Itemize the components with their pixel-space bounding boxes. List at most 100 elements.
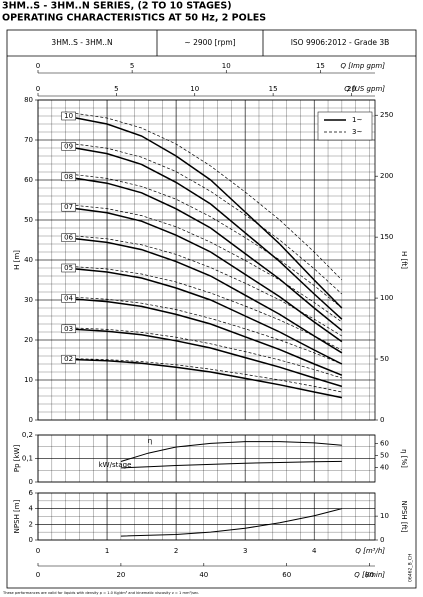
- legend-label: 1~: [352, 116, 362, 124]
- curve-3ph: [65, 173, 343, 309]
- stage-label: 07: [64, 203, 73, 211]
- x-tick-label: 5: [130, 62, 134, 70]
- x-tick-label: 0: [36, 85, 40, 93]
- y-axis-label: Pp [kW]: [13, 445, 21, 473]
- info: ~ 2900 [rpm]: [184, 38, 235, 47]
- x-tick-label: 15: [269, 85, 278, 93]
- curve: [120, 441, 342, 462]
- curve-3ph: [65, 265, 343, 351]
- y-tick-label: 0: [29, 416, 33, 424]
- note: These performances are valid for liquids…: [2, 591, 199, 595]
- x-tick-label: 60: [282, 571, 291, 579]
- y-tick-label: 4: [29, 505, 34, 513]
- x-axis-label: Q [l/min]: [354, 571, 385, 579]
- y-axis-label: NPSH [m]: [13, 499, 21, 533]
- x-tick-label: 1: [105, 547, 109, 555]
- stage-label-box: [61, 324, 76, 334]
- y2-axis-label: η [%]: [400, 449, 408, 468]
- x-tick-label: 0: [36, 571, 40, 579]
- y2-tick-label: 50: [380, 355, 389, 363]
- y2-axis-label: NPSH [ft]: [400, 501, 408, 533]
- y-tick-label: 50: [24, 216, 33, 224]
- x-axis-label: Q [US gpm]: [344, 85, 385, 93]
- plot-frame: [37, 99, 376, 421]
- x-tick-label: 10: [222, 62, 231, 70]
- y2-axis-label: H [ft]: [400, 251, 408, 269]
- frame: [6, 29, 417, 589]
- curve: [65, 206, 343, 343]
- x-tick-label: 0: [36, 62, 40, 70]
- curve: [65, 267, 343, 365]
- curve: [65, 145, 343, 320]
- title: 3HM..S - 3HM..N SERIES, (2 TO 10 STAGES): [2, 1, 232, 12]
- y-tick-label: 0: [29, 478, 33, 486]
- y-tick-label: 0: [29, 536, 33, 544]
- stage-label: 05: [64, 264, 73, 272]
- stage-label-box: [61, 202, 76, 212]
- info: ISO 9906:2012 - Grade 3B: [291, 38, 390, 47]
- legend-box: [317, 111, 373, 141]
- curve-3ph: [65, 204, 343, 323]
- y-axis-label: H [m]: [13, 250, 21, 270]
- stage-label: 04: [64, 294, 73, 302]
- stage-label-box: [61, 354, 76, 364]
- stage-label: 09: [64, 142, 73, 150]
- y2-tick-label: 10: [380, 512, 389, 520]
- y2-tick-label: 200: [380, 172, 393, 180]
- y-tick-label: 80: [24, 96, 33, 104]
- y-tick-label: 60: [24, 176, 33, 184]
- x-tick-label: 5: [114, 85, 118, 93]
- stage-label-box: [61, 233, 76, 242]
- x-tick-label: 40: [199, 571, 208, 579]
- y-tick-label: 2: [29, 520, 33, 528]
- title: OPERATING CHARACTERISTICS AT 50 Hz, 2 PO…: [2, 13, 266, 24]
- x-tick-label: 15: [316, 62, 325, 70]
- stage-label-box: [61, 111, 76, 121]
- y2-tick-label: 250: [380, 111, 393, 119]
- x-tick-label: 80: [365, 571, 374, 579]
- stage-label-box: [61, 172, 76, 182]
- curve-3ph: [65, 234, 343, 337]
- curve: [65, 328, 343, 388]
- x-tick-label: 3: [243, 547, 247, 555]
- plot-frame: [37, 434, 376, 483]
- y-tick-label: 0,1: [22, 455, 33, 463]
- y-tick-label: 0,2: [22, 431, 33, 439]
- curve-3ph: [65, 327, 342, 379]
- curve: [65, 297, 343, 376]
- x-tick-label: 10: [190, 85, 199, 93]
- plot-frame: [37, 492, 376, 541]
- legend-label: 3~: [352, 128, 362, 136]
- stage-label: 08: [64, 173, 73, 181]
- y-tick-label: 70: [24, 136, 33, 144]
- stage-label-box: [61, 294, 76, 303]
- x-tick-label: 0: [36, 547, 40, 555]
- stage-label-box: [61, 142, 76, 151]
- x-axis-label: Q [m³/h]: [355, 547, 385, 555]
- stage-label-box: [61, 263, 76, 273]
- stage-label: 10: [64, 112, 73, 120]
- curve: [120, 508, 342, 537]
- y-tick-label: 10: [24, 376, 33, 384]
- y2-tick-label: 60: [380, 439, 389, 447]
- y2-tick-label: 40: [380, 464, 389, 472]
- curve-3ph: [65, 358, 342, 393]
- y-tick-label: 40: [24, 256, 33, 264]
- curve: [65, 115, 343, 309]
- curve-3ph: [65, 111, 343, 281]
- curve: [65, 236, 343, 354]
- x-tick-label: 20: [347, 85, 356, 93]
- curve: [120, 460, 342, 469]
- y2-tick-label: 0: [380, 416, 384, 424]
- annotation: η: [148, 437, 152, 445]
- y-tick-label: 20: [24, 336, 33, 344]
- x-tick-label: 20: [116, 571, 125, 579]
- x-tick-label: 2: [174, 547, 178, 555]
- y2-tick-label: 150: [380, 233, 393, 241]
- info: 3HM..S - 3HM..N: [51, 38, 112, 47]
- stage-label: 06: [64, 234, 73, 242]
- y2-tick-label: 50: [380, 451, 389, 459]
- y2-tick-label: 100: [380, 294, 393, 302]
- stage-label: 03: [64, 325, 73, 333]
